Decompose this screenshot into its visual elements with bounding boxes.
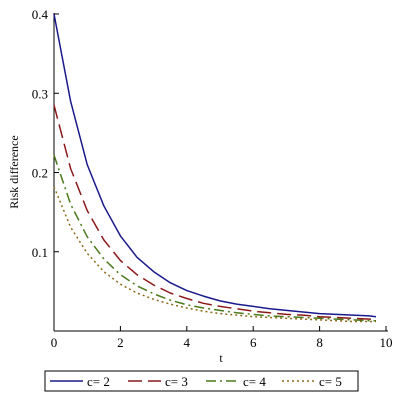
series-layer (53, 13, 377, 323)
x-axis-title: t (219, 351, 223, 365)
legend-box (44, 370, 359, 392)
series-line-4 (53, 186, 376, 323)
ticks-layer: 0 2 4 6 8 10 0.1 0.2 0.3 0.4 (32, 7, 393, 350)
y-axis-title: Risk difference (7, 135, 21, 208)
x-tick-label: 2 (117, 335, 124, 350)
legend-label-2: c= 3 (165, 374, 188, 389)
x-tick-label: 0 (51, 335, 58, 350)
legend: c= 2 c= 3 c= 4 c= 5 (44, 370, 359, 392)
series-line-2 (53, 104, 376, 320)
x-tick-label: 6 (250, 335, 257, 350)
legend-items: c= 2 c= 3 c= 4 c= 5 (50, 374, 342, 389)
y-tick-label: 0.2 (32, 166, 48, 181)
series-line-1 (53, 13, 377, 318)
y-tick-label: 0.4 (32, 7, 49, 22)
legend-label-1: c= 2 (87, 374, 110, 389)
plot-area (53, 13, 388, 332)
legend-label-4: c= 5 (319, 374, 342, 389)
x-tick-label: 8 (316, 335, 323, 350)
y-tick-label: 0.1 (32, 245, 48, 260)
series-line-3 (53, 154, 376, 322)
y-tick-label: 0.3 (32, 86, 48, 101)
x-tick-label: 10 (380, 335, 393, 350)
legend-label-3: c= 4 (243, 374, 266, 389)
x-tick-label: 4 (184, 335, 191, 350)
